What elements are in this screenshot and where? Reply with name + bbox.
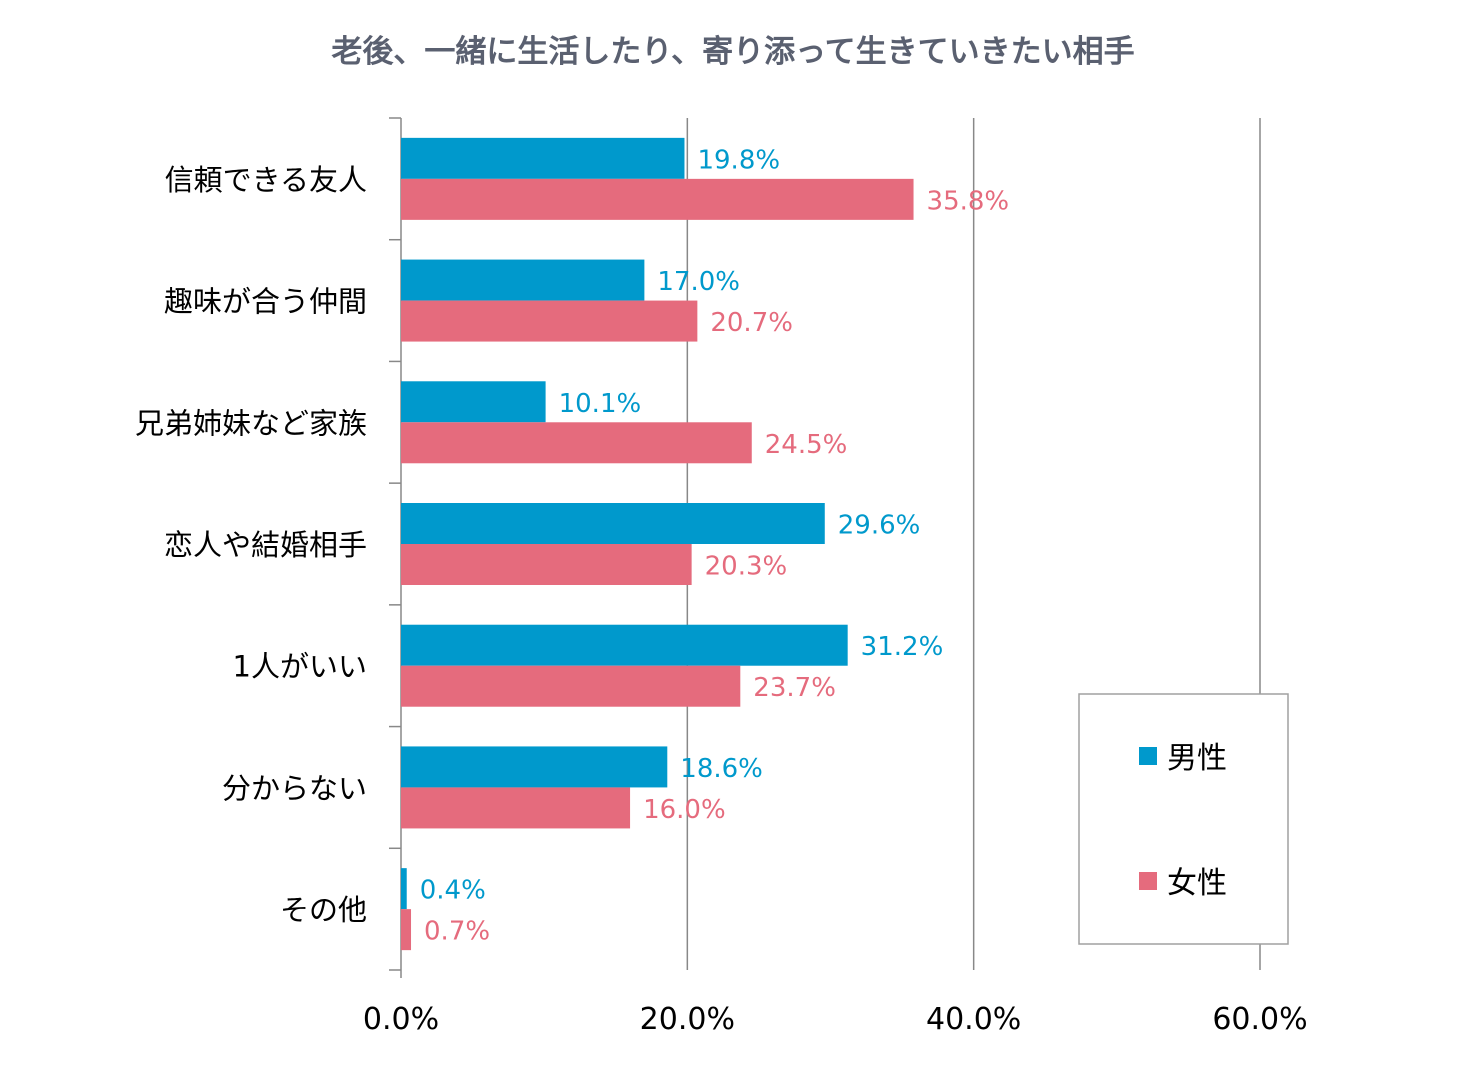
bar-female-0 <box>401 178 914 220</box>
legend-box <box>1078 693 1289 945</box>
x-tick-labels: 0.0% 20.0% 40.0% 60.0% <box>363 1002 1308 1037</box>
bar-male-6 <box>401 868 407 910</box>
bar-female-1 <box>401 300 698 342</box>
data-label-female-5: 16.0% <box>643 795 726 825</box>
legend: 男性 女性 <box>1078 693 1289 945</box>
y-axis <box>389 117 402 978</box>
bar-male-4 <box>401 624 848 666</box>
data-label-female-4: 23.7% <box>753 673 836 703</box>
bar-male-1 <box>401 259 645 301</box>
category-label-4: 1人がいい <box>233 650 367 684</box>
bar-male-0 <box>401 137 685 179</box>
bar-male-5 <box>401 746 668 788</box>
x-tick-label-3: 60.0% <box>1212 1002 1307 1037</box>
data-label-female-6: 0.7% <box>424 917 490 947</box>
data-label-male-0: 19.8% <box>697 145 780 175</box>
bars <box>401 137 914 951</box>
category-label-3: 恋人や結婚相手 <box>164 528 367 562</box>
data-label-male-2: 10.1% <box>559 389 642 419</box>
data-label-female-3: 20.3% <box>705 552 788 582</box>
category-label-1: 趣味が合う仲間 <box>164 285 367 319</box>
bar-female-3 <box>401 544 692 585</box>
x-tick-label-2: 40.0% <box>926 1002 1021 1037</box>
data-labels: 19.8% 35.8% 17.0% 20.7% 10.1% 24.5% 29.6% 20.3%… <box>420 145 1009 946</box>
data-label-male-1: 17.0% <box>657 267 740 297</box>
bar-male-3 <box>401 503 825 544</box>
legend-swatch-female <box>1139 872 1157 890</box>
x-tick-label-0: 0.0% <box>363 1002 439 1037</box>
legend-swatch-male <box>1139 747 1157 765</box>
category-label-6: その他 <box>280 893 367 927</box>
category-label-0: 信頼できる友人 <box>165 163 367 197</box>
data-label-male-6: 0.4% <box>420 876 486 906</box>
data-label-female-2: 24.5% <box>765 430 848 460</box>
bar-female-2 <box>401 422 752 464</box>
chart-title: 老後、一緒に生活したり、寄り添って生きていきたい相手 <box>331 34 1134 70</box>
x-tick-label-1: 20.0% <box>640 1002 735 1037</box>
legend-label-female: 女性 <box>1167 866 1227 901</box>
bar-female-4 <box>401 665 741 707</box>
legend-label-male: 男性 <box>1167 741 1227 776</box>
data-label-male-4: 31.2% <box>861 632 944 662</box>
bar-female-5 <box>401 787 631 829</box>
category-label-2: 兄弟姉妹など家族 <box>135 406 367 440</box>
bar-female-6 <box>401 909 412 951</box>
category-label-5: 分からない <box>222 771 367 805</box>
data-label-female-0: 35.8% <box>927 186 1010 216</box>
data-label-male-3: 29.6% <box>838 511 921 541</box>
data-label-female-1: 20.7% <box>710 308 793 338</box>
bar-male-2 <box>401 381 546 423</box>
data-label-male-5: 18.6% <box>680 754 763 784</box>
